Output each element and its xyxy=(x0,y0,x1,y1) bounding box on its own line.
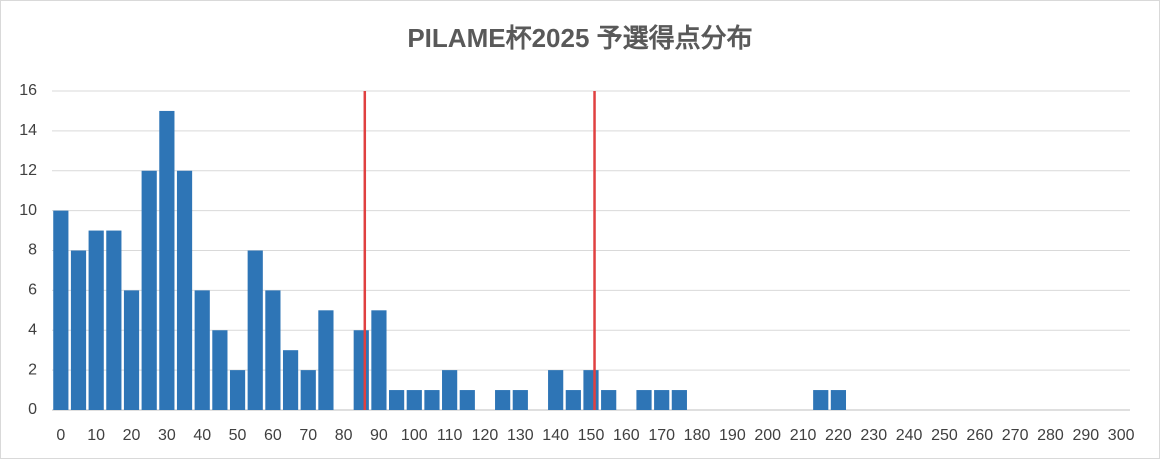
bar xyxy=(265,290,281,410)
bar xyxy=(671,390,687,410)
x-tick-label: 30 xyxy=(158,427,176,444)
bar xyxy=(247,250,263,410)
bar xyxy=(194,290,210,410)
x-tick-label: 100 xyxy=(401,427,428,444)
x-tick-label: 170 xyxy=(648,427,675,444)
y-tick-label: 12 xyxy=(19,162,37,179)
x-tick-label: 260 xyxy=(966,427,993,444)
bar xyxy=(141,170,157,410)
x-tick-label: 60 xyxy=(264,427,282,444)
bar xyxy=(53,210,69,410)
bar xyxy=(565,390,581,410)
bar xyxy=(830,390,847,410)
chart-title: PILAME杯2025 予選得点分布 xyxy=(407,23,752,53)
bar xyxy=(389,390,405,410)
bar xyxy=(371,310,387,410)
bar xyxy=(353,330,369,410)
y-tick-label: 2 xyxy=(28,361,37,378)
y-tick-label: 14 xyxy=(19,122,37,139)
bar xyxy=(548,370,564,410)
bar xyxy=(70,250,87,410)
x-tick-label: 70 xyxy=(299,427,317,444)
x-tick-label: 240 xyxy=(896,427,923,444)
y-tick-label: 6 xyxy=(28,282,37,299)
bar xyxy=(106,230,122,410)
x-tick-label: 230 xyxy=(860,427,887,444)
bar xyxy=(212,330,228,410)
bar xyxy=(442,370,458,410)
bar xyxy=(318,310,334,410)
x-tick-label: 220 xyxy=(825,427,852,444)
y-tick-label: 10 xyxy=(19,202,37,219)
bar xyxy=(654,390,670,410)
x-tick-label: 90 xyxy=(370,427,388,444)
x-tick-label: 250 xyxy=(931,427,958,444)
y-tick-label: 4 xyxy=(28,321,37,338)
x-tick-label: 280 xyxy=(1037,427,1064,444)
bar xyxy=(813,390,829,410)
x-tick-label: 120 xyxy=(472,427,499,444)
x-tick-label: 80 xyxy=(335,427,353,444)
bar xyxy=(583,370,599,410)
x-tick-label: 130 xyxy=(507,427,534,444)
bar xyxy=(300,370,316,410)
y-tick-label: 16 xyxy=(19,82,37,99)
x-tick-label: 270 xyxy=(1002,427,1029,444)
x-tick-label: 180 xyxy=(684,427,711,444)
bar xyxy=(176,170,193,410)
x-tick-label: 110 xyxy=(437,427,463,444)
x-tick-label: 50 xyxy=(229,427,247,444)
bar xyxy=(229,370,246,410)
bar xyxy=(424,390,440,410)
bar xyxy=(495,390,511,410)
x-tick-label: 40 xyxy=(193,427,211,444)
bar xyxy=(601,390,617,410)
bar xyxy=(636,390,652,410)
bar xyxy=(159,110,175,410)
y-tick-label: 8 xyxy=(28,242,37,259)
x-tick-label: 300 xyxy=(1108,427,1135,444)
x-tick-label: 190 xyxy=(719,427,746,444)
x-tick-label: 140 xyxy=(542,427,569,444)
y-tick-label: 0 xyxy=(28,401,37,418)
x-tick-label: 0 xyxy=(56,427,65,444)
bar xyxy=(123,290,140,410)
bar xyxy=(406,390,422,410)
bar xyxy=(282,350,299,410)
x-tick-label: 290 xyxy=(1072,427,1099,444)
x-tick-label: 150 xyxy=(578,427,605,444)
x-tick-label: 200 xyxy=(754,427,781,444)
x-tick-label: 210 xyxy=(790,427,817,444)
x-tick-label: 20 xyxy=(123,427,141,444)
bar xyxy=(512,390,528,410)
x-tick-label: 160 xyxy=(613,427,640,444)
x-tick-label: 10 xyxy=(87,427,105,444)
bar xyxy=(88,230,104,410)
bar xyxy=(459,390,475,410)
